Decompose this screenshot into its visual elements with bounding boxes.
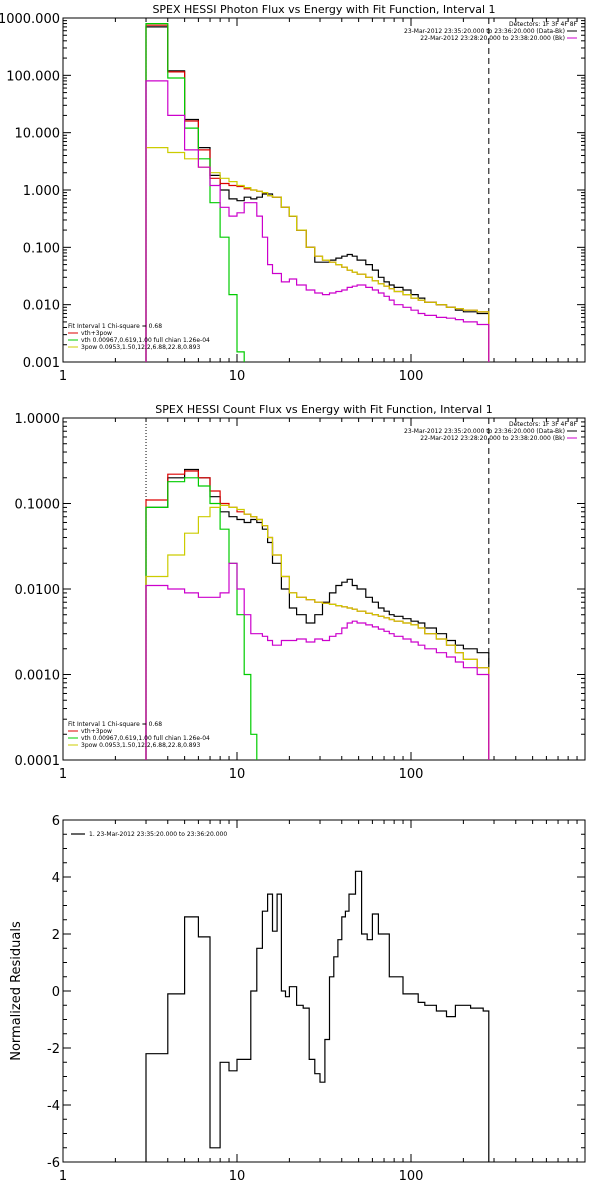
y-tick-label: 6	[52, 814, 60, 829]
x-tick-label: 1	[59, 767, 67, 782]
legend-title: Fit Interval 1 Chi-square = 0.68	[68, 721, 162, 728]
x-tick-label: 1	[59, 1169, 67, 1184]
header-time-range: 22-Mar-2012 23:28:20.000 to 23:38:20.000…	[420, 35, 565, 42]
series-line-vth+3pow	[145, 470, 490, 760]
y-tick-label: 0.0100	[15, 583, 61, 598]
y-tick-label: 10.000	[15, 127, 61, 142]
y-tick-label: -6	[47, 1156, 60, 1171]
chart-title: SPEX HESSI Photon Flux vs Energy with Fi…	[152, 3, 495, 16]
y-tick-label: 1000.000	[0, 12, 60, 27]
y-tick-label: 2	[52, 928, 60, 943]
header-time-range: 23-Mar-2012 23:35:20.000 to 23:36:20.000…	[404, 428, 565, 435]
series-line-3pow	[145, 147, 490, 362]
chart-panel-3: 1 10 100 -6 -4 -2 0 2 4 6 Normalized Residuals 1. 2…	[9, 814, 586, 1184]
y-tick-label: 0.001	[23, 356, 60, 371]
legend-entry: vth 0.00967,0.619,1.00 full chian 1.26e-…	[81, 735, 210, 742]
series-line-vth	[145, 23, 245, 362]
y-tick-label: 0.0001	[15, 754, 61, 769]
y-tick-label: 0.010	[23, 299, 60, 314]
x-tick-label: 1	[59, 369, 67, 384]
x-tick-label: 100	[399, 1169, 424, 1184]
legend-title: Fit Interval 1 Chi-square = 0.68	[68, 323, 162, 330]
y-tick-label: 100.000	[6, 69, 60, 84]
plot-frame	[62, 417, 586, 761]
chart-panel-2: SPEX HESSI Count Flux vs Energy with Fit…	[15, 403, 586, 782]
y-tick-label: -2	[47, 1042, 60, 1057]
series-group	[145, 870, 490, 1162]
detectors-label: Detectors: 1F 3F 4F 8F	[509, 421, 578, 428]
y-tick-label: 1.000	[23, 184, 60, 199]
chart-title: SPEX HESSI Count Flux vs Energy with Fit…	[155, 403, 492, 416]
series-line-data	[145, 26, 490, 362]
legend-entry: vth+3pow	[81, 728, 112, 735]
legend-entry: 1. 23-Mar-2012 23:35:20.000 to 23:36:20.…	[89, 831, 227, 838]
y-tick-label: 0.100	[23, 241, 60, 256]
header-time-range: 23-Mar-2012 23:35:20.000 to 23:36:20.000…	[404, 28, 565, 35]
y-tick-label: 4	[52, 871, 60, 886]
x-tick-label: 100	[399, 767, 424, 782]
legend-entry: vth 0.00967,0.619,1.00 full chian 1.26e-…	[81, 337, 210, 344]
series-line-vth+3pow	[145, 24, 490, 362]
y-tick-label: 1.0000	[15, 412, 61, 427]
y-axis-label: Normalized Residuals	[9, 921, 24, 1061]
series-line-1-	[145, 870, 490, 1162]
x-tick-label: 100	[399, 369, 424, 384]
plot-frame	[62, 819, 586, 1163]
series-group	[145, 23, 490, 362]
chart-panel-1: SPEX HESSI Photon Flux vs Energy with Fi…	[0, 3, 586, 384]
legend-entry: vth+3pow	[81, 330, 112, 337]
legend-entry: 3pow 0.0953,1.50,12.2,6.88,22.8,0.893	[81, 344, 200, 351]
series-group	[145, 468, 490, 760]
legend-entry: 3pow 0.0953,1.50,12.2,6.88,22.8,0.893	[81, 742, 200, 749]
series-line-bk	[145, 562, 490, 760]
series-line-data	[145, 468, 490, 760]
x-tick-label: 10	[229, 1169, 246, 1184]
header-time-range: 22-Mar-2012 23:28:20.000 to 23:38:20.000…	[420, 435, 565, 442]
y-tick-label: 0.1000	[15, 498, 61, 513]
series-line-vth	[145, 477, 258, 760]
plot-frame	[62, 17, 586, 363]
x-tick-label: 10	[229, 767, 246, 782]
x-tick-label: 10	[229, 369, 246, 384]
detectors-label: Detectors: 1F 3F 4F 8F	[509, 21, 578, 28]
series-line-3pow	[145, 504, 490, 760]
series-line-bk	[145, 80, 490, 362]
y-tick-label: -4	[47, 1099, 60, 1114]
y-tick-label: 0	[52, 985, 60, 1000]
y-tick-label: 0.0010	[15, 669, 61, 684]
